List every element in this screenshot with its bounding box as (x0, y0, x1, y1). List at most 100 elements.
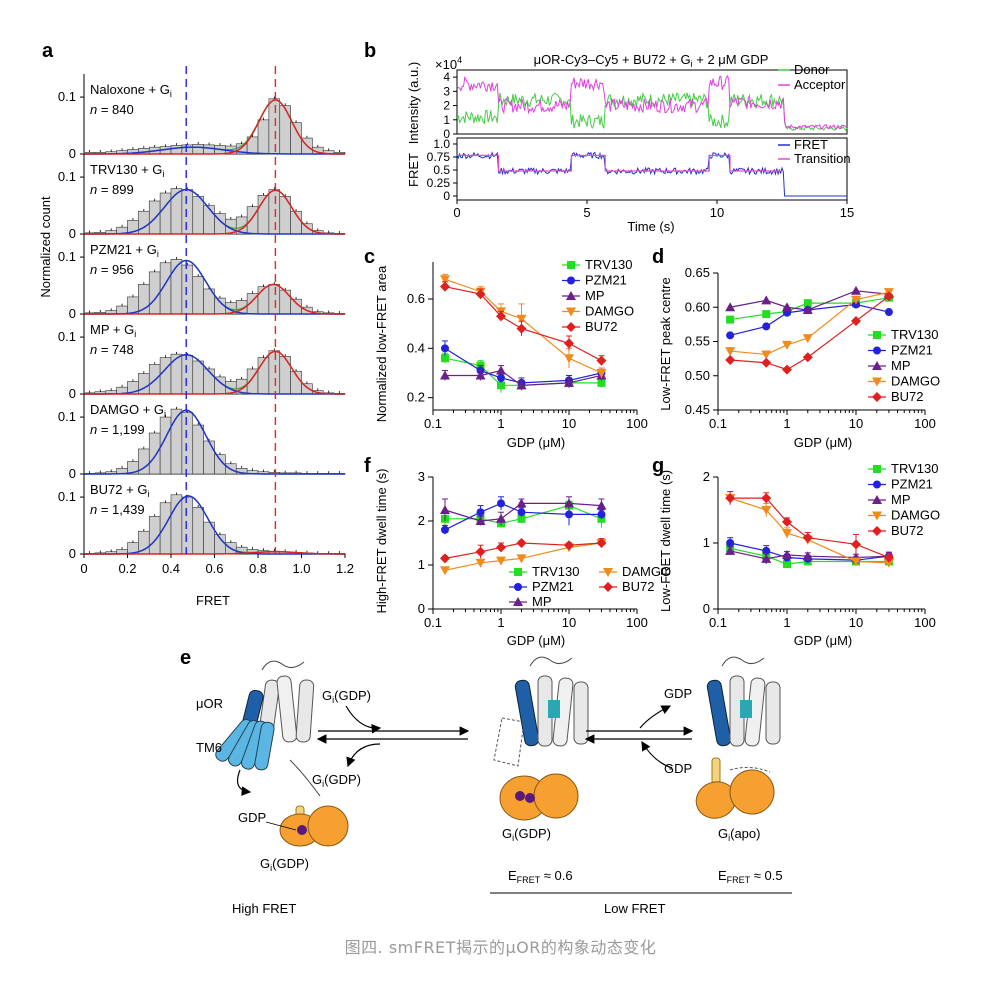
data-point-damgo (883, 558, 894, 568)
fit-high-fret-curve (84, 189, 345, 235)
panel-d-ylabel: Low-FRET peak centre (658, 277, 673, 410)
histogram-bar (181, 412, 194, 475)
legend-label: TRV130 (891, 461, 938, 476)
histogram-bar (192, 360, 204, 395)
gi-gdp-free-illustration (279, 805, 349, 847)
ytick-label: 0.1 (58, 249, 76, 264)
n-count-label: n = 1,439 (90, 502, 145, 517)
gi-gdp-label-center: Gi(GDP) (502, 826, 551, 843)
data-point-bu72 (802, 532, 813, 543)
panel-label-c: c (364, 246, 375, 268)
xtick-label: 0.6 (205, 561, 223, 576)
data-point-damgo (439, 275, 450, 285)
data-point-bu72 (782, 516, 792, 527)
data-point-bu72 (475, 546, 486, 557)
xtick-label: 0.2 (118, 561, 136, 576)
condition-label: DAMGO + Gi (90, 402, 166, 419)
histogram-bar (148, 364, 161, 395)
ytick-label: 0.4 (407, 340, 425, 355)
ytick-label: 0.50 (685, 368, 710, 383)
legend-label: FRET (794, 137, 828, 152)
xtick-label: 10 (562, 416, 576, 431)
ytick-label: 1 (703, 535, 710, 550)
intensity-trace-acceptor (456, 74, 848, 130)
ytick-label: 0.25 (427, 176, 451, 190)
histogram-bar (148, 432, 161, 475)
panel-label-b: b (364, 40, 376, 62)
n-count-label: n = 748 (90, 342, 134, 357)
series-line-mp (444, 502, 602, 522)
receptor-gi-apo-complex (695, 656, 781, 819)
gi-gdp-label-left: Gi(GDP) (260, 856, 309, 873)
legend-label: TRV130 (891, 327, 938, 342)
ytick-label: 3 (418, 469, 425, 484)
xtick-label: 0.4 (162, 561, 180, 576)
ytick-label: 0.5 (433, 163, 450, 177)
legend-marker (873, 465, 881, 473)
ytick-label: 0 (703, 601, 710, 616)
histogram-bar (192, 196, 204, 235)
data-point-pzm21 (884, 308, 893, 317)
fret-trace (456, 151, 847, 197)
panel-label-g: g (652, 455, 664, 477)
receptor-high-fret-illustration (215, 660, 321, 797)
ytick-label: 0 (69, 306, 76, 321)
legend-label: TRV130 (532, 564, 579, 579)
ytick-label: 1.0 (433, 137, 450, 151)
data-point-mp (725, 302, 736, 312)
data-point-mp (596, 500, 607, 510)
data-point-bu72 (883, 291, 894, 302)
histogram-bar (268, 98, 281, 155)
data-point-bu72 (883, 552, 894, 563)
data-point-trv130 (440, 354, 449, 363)
histogram-bar (268, 284, 281, 315)
panel-d-plot: 0.1 1 10 100 0.45 0.50 0.55 0.60 0.65 TRV130PZM21… (685, 265, 940, 431)
data-point-trv130 (597, 378, 606, 387)
data-point-bu72 (564, 338, 574, 349)
data-point-trv130 (497, 381, 505, 390)
fit-high-fret-curve (84, 283, 345, 315)
histogram-bar (159, 192, 172, 235)
legend-label: Transition (794, 151, 851, 166)
ytick-label: 2 (418, 513, 425, 528)
data-point-damgo (596, 369, 607, 378)
n-count-label: n = 956 (90, 262, 134, 277)
xtick-label: 1 (783, 615, 790, 630)
bottom-trace-frame (456, 137, 848, 201)
condition-label: TRV130 + Gi (90, 162, 164, 179)
histogram-bar (203, 368, 215, 395)
legend-label: PZM21 (585, 273, 627, 288)
histogram-bar (257, 357, 270, 395)
data-point-mp (761, 295, 772, 305)
ytick-label: 2 (443, 99, 450, 113)
xtick-label: 0.1 (709, 615, 727, 630)
data-point-bu72 (439, 553, 450, 564)
panel-label-f: f (364, 455, 371, 477)
xtick-label: 0 (453, 205, 460, 220)
data-point-mp (439, 505, 450, 514)
data-point-pzm21 (497, 373, 505, 382)
legend-marker (872, 361, 882, 370)
legend-label: PZM21 (891, 343, 933, 358)
series-line-pzm21 (444, 502, 602, 531)
legend-marker (567, 261, 575, 269)
data-point-mp (851, 285, 861, 295)
panel-c-xlabel: GDP (μM) (507, 435, 566, 450)
series-line-mp (444, 369, 602, 386)
series-line-trv130 (730, 297, 890, 321)
panel-d-xlabel: GDP (μM) (794, 435, 853, 450)
histogram-bar (203, 440, 215, 475)
histogram-bar (181, 264, 194, 315)
condition-label: MP + Gi (90, 322, 136, 339)
data-point-pzm21 (597, 510, 606, 519)
histogram-bar (170, 188, 183, 235)
xtick-label: 10 (849, 416, 863, 431)
data-point-damgo (761, 350, 772, 360)
histogram-bar (159, 357, 172, 395)
xtick-label: 10 (849, 615, 863, 630)
legend-label: DAMGO (891, 508, 940, 523)
legend-label: DAMGO (585, 304, 634, 319)
data-point-bu72 (725, 493, 736, 504)
ytick-label: 0.55 (685, 334, 710, 349)
